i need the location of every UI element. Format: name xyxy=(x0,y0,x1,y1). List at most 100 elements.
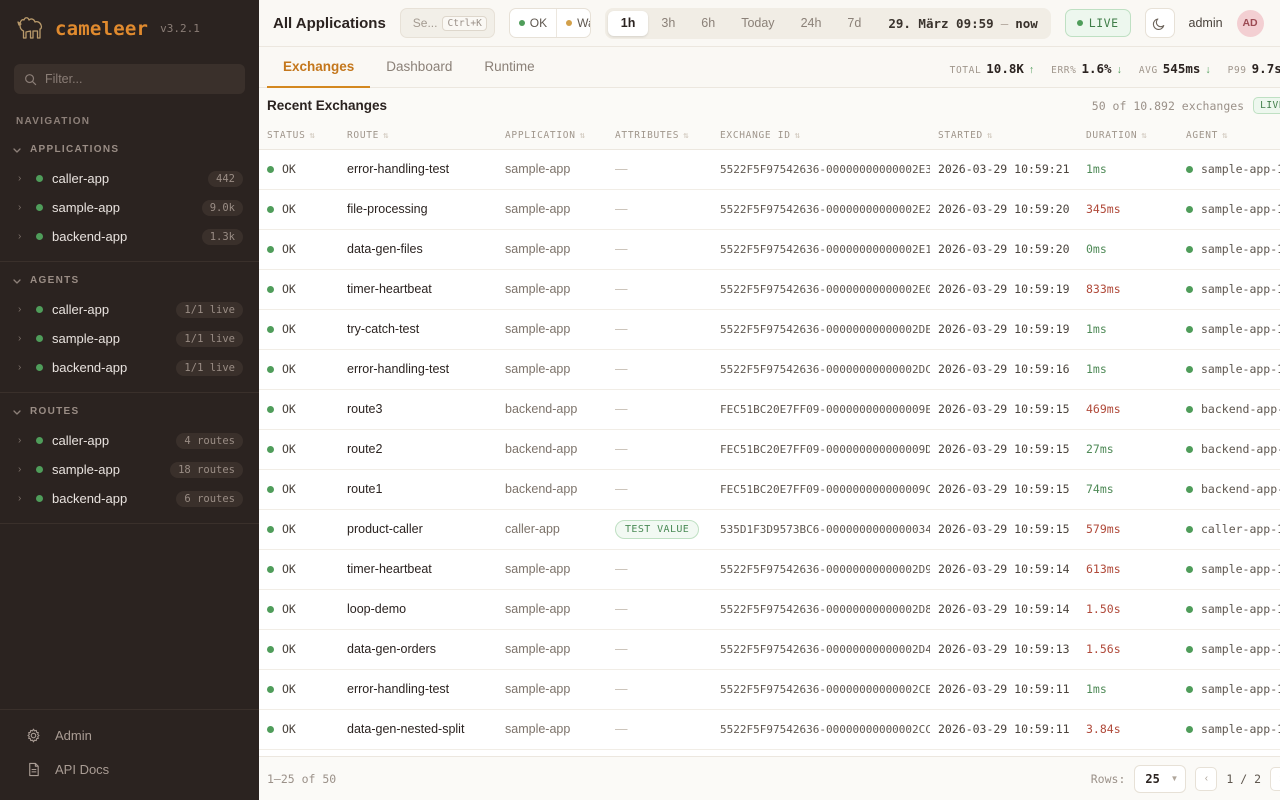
table-row[interactable]: OK data-gen-orders sample-app — 5522F5F97542… xyxy=(259,629,1280,670)
table-row[interactable]: OK data-gen-nested-split sample-app — 5522F5… xyxy=(259,709,1280,750)
table-row[interactable]: OK timer-heartbeat sample-app — 5522F5F97542… xyxy=(259,549,1280,590)
sidebar-item-admin[interactable]: Admin xyxy=(0,718,259,752)
table-row[interactable]: OK route2 backend-app — FEC51BC20E7FF09-0000… xyxy=(259,429,1280,470)
table-row[interactable]: OK error-handling-test sample-app — 5522F5F9… xyxy=(259,669,1280,710)
cell-started: 2026-03-29 10:59:13 xyxy=(930,629,1078,670)
table-row[interactable]: OK loop-demo sample-app — 5522F5F97542636-00… xyxy=(259,589,1280,630)
gear-icon xyxy=(27,728,40,742)
theme-toggle-button[interactable] xyxy=(1144,8,1175,38)
sidebar-item-caller-app[interactable]: › caller-app 442 xyxy=(0,164,259,193)
time-range-3h[interactable]: 3h xyxy=(661,16,676,30)
cell-route[interactable]: error-handling-test xyxy=(339,149,497,190)
sidebar-agent-sample-app[interactable]: › sample-app 1/1 live xyxy=(0,324,259,353)
sidebar-route-caller-app[interactable]: › caller-app 4 routes xyxy=(0,426,259,455)
time-range-1h[interactable]: 1h xyxy=(607,10,649,36)
tab-exchanges[interactable]: Exchanges xyxy=(267,47,371,88)
prev-page-button[interactable]: ‹ xyxy=(1195,766,1218,791)
sidebar-agent-caller-app[interactable]: › caller-app 1/1 live xyxy=(0,295,259,324)
col-status[interactable]: STATUS ⇅ xyxy=(259,123,339,150)
col-attributes[interactable]: ATTRIBUTES ⇅ xyxy=(607,123,712,150)
cell-route[interactable]: timer-heartbeat xyxy=(339,269,497,310)
col-started[interactable]: STARTED ⇅ xyxy=(930,123,1078,150)
col-route[interactable]: ROUTE ⇅ xyxy=(339,123,497,150)
status-dot xyxy=(267,645,274,653)
cell-route[interactable]: data-gen-orders xyxy=(339,629,497,670)
table-row[interactable]: OK product-caller caller-app TEST VALUE 535D… xyxy=(259,509,1280,550)
duration-value: 833ms xyxy=(1086,282,1121,296)
application-name: sample-app xyxy=(505,282,571,296)
cell-route[interactable]: data-gen-files xyxy=(339,229,497,270)
status-filter-ok[interactable]: OK xyxy=(510,9,558,37)
sidebar-item-sample-app[interactable]: › sample-app 9.0k xyxy=(0,193,259,222)
metric-label: ERR% xyxy=(1051,65,1077,76)
application-name: sample-app xyxy=(505,682,571,696)
duration-value: 469ms xyxy=(1086,402,1121,416)
time-range-selector[interactable]: 1h 3h 6h Today 24h 7d 29. März 09:59 — n… xyxy=(604,7,1051,39)
cell-agent: sample-app-1 xyxy=(1178,229,1280,270)
table-row[interactable]: OK data-gen-files sample-app — 5522F5F975426… xyxy=(259,229,1280,270)
attribute-empty: — xyxy=(615,402,628,416)
cell-attributes: — xyxy=(607,549,712,590)
cell-route[interactable]: try-catch-test xyxy=(339,309,497,350)
table-row[interactable]: OK route3 backend-app — FEC51BC20E7FF09-0000… xyxy=(259,389,1280,430)
user-name[interactable]: admin xyxy=(1188,16,1223,30)
time-range-7d[interactable]: 7d xyxy=(847,16,862,30)
cell-route[interactable]: error-handling-test xyxy=(339,669,497,710)
group-header-routes[interactable]: ROUTES xyxy=(0,397,259,426)
sidebar-item-api-docs[interactable]: API Docs xyxy=(0,752,259,786)
group-header-agents[interactable]: AGENTS xyxy=(0,266,259,295)
sidebar-route-sample-app[interactable]: › sample-app 18 routes xyxy=(0,455,259,484)
search-input[interactable]: Se... Ctrl+K xyxy=(399,8,495,38)
cell-route[interactable]: data-gen-nested-split xyxy=(339,709,497,750)
cell-route[interactable]: route3 xyxy=(339,389,497,430)
col-application[interactable]: APPLICATION ⇅ xyxy=(497,123,607,150)
sidebar-item-backend-app[interactable]: › backend-app 1.3k xyxy=(0,222,259,251)
chevron-right-icon: › xyxy=(18,361,22,373)
avatar[interactable]: AD xyxy=(1236,9,1264,37)
cell-route[interactable]: error-handling-test xyxy=(339,349,497,390)
col-exchange-id[interactable]: EXCHANGE ID ⇅ xyxy=(712,123,930,150)
table-row[interactable]: OK error-handling-test sample-app — 5522F5F9… xyxy=(259,149,1280,190)
tab-runtime[interactable]: Runtime xyxy=(484,59,535,74)
rows-per-page-select[interactable]: 25 ▼ xyxy=(1134,764,1187,793)
col-duration[interactable]: DURATION ⇅ xyxy=(1078,123,1178,150)
col-agent[interactable]: AGENT ⇅ xyxy=(1178,123,1280,150)
cell-attributes: — xyxy=(607,269,712,310)
agent-name: sample-app-1 xyxy=(1201,562,1280,576)
brand[interactable]: cameleer v3.2.1 xyxy=(0,0,259,57)
table-row[interactable]: OK file-processing sample-app — 5522F5F97542… xyxy=(259,189,1280,230)
live-toggle[interactable]: LIVE xyxy=(1064,9,1131,37)
agent-name: sample-app-1 xyxy=(1201,362,1280,376)
sidebar-filter[interactable]: Filter... xyxy=(0,57,259,106)
time-range-display[interactable]: 29. März 09:59 — now xyxy=(874,16,1047,31)
table-row[interactable]: OK timer-heartbeat sample-app — 5522F5F97542… xyxy=(259,269,1280,310)
duration-value: 1ms xyxy=(1086,162,1107,176)
cell-exchange-id: FEC51BC20E7FF09-000000000000009C xyxy=(712,469,930,510)
cell-route[interactable]: route1 xyxy=(339,469,497,510)
table-row[interactable]: OK error-handling-test sample-app — 5522F5F9… xyxy=(259,349,1280,390)
exchange-id: 5522F5F97542636-00000000000002D9 xyxy=(720,563,930,576)
time-range-6h[interactable]: 6h xyxy=(701,16,716,30)
cell-route[interactable]: route2 xyxy=(339,429,497,470)
status-filter-warn[interactable]: Wa xyxy=(557,9,590,37)
sidebar-item-label: Admin xyxy=(55,727,92,743)
sort-icon: ⇅ xyxy=(579,131,586,142)
cell-route[interactable]: file-processing xyxy=(339,189,497,230)
cell-route[interactable]: product-caller xyxy=(339,509,497,550)
cell-route[interactable]: timer-heartbeat xyxy=(339,549,497,590)
table-row[interactable]: OK try-catch-test sample-app — 5522F5F975426… xyxy=(259,309,1280,350)
next-page-button[interactable]: › xyxy=(1270,766,1280,791)
cell-attributes: — xyxy=(607,189,712,230)
tab-dashboard[interactable]: Dashboard xyxy=(386,59,453,74)
sidebar-divider xyxy=(0,523,259,524)
time-range-24h[interactable]: 24h xyxy=(800,16,822,30)
table-row[interactable]: OK route1 backend-app — FEC51BC20E7FF09-0000… xyxy=(259,469,1280,510)
sidebar-agent-backend-app[interactable]: › backend-app 1/1 live xyxy=(0,353,259,382)
group-header-applications[interactable]: APPLICATIONS xyxy=(0,135,259,164)
status-filter-group[interactable]: OK Wa xyxy=(508,8,591,38)
sort-icon: ⇅ xyxy=(794,131,801,142)
sidebar-route-backend-app[interactable]: › backend-app 6 routes xyxy=(0,484,259,513)
filter-input[interactable]: Filter... xyxy=(14,64,245,94)
cell-route[interactable]: loop-demo xyxy=(339,589,497,630)
time-range-today[interactable]: Today xyxy=(741,16,775,30)
